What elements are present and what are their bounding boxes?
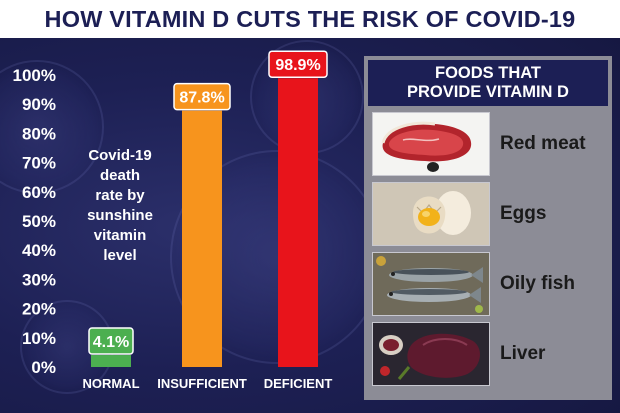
x-tick-label: DEFICIENT <box>264 376 333 391</box>
y-tick-label: 90% <box>22 95 56 114</box>
foods-panel-title-line1: FOODS THAT <box>434 64 542 82</box>
bar-insufficient <box>182 110 222 368</box>
food-label: Liver <box>500 343 546 364</box>
food-item-red-meat: Red meat <box>368 110 608 178</box>
red-meat-photo <box>372 112 490 176</box>
chart-annotation: Covid-19 death rate by sunshine vitamin level <box>87 147 153 264</box>
bars: 4.1% 87.8% 98.9% <box>88 50 328 368</box>
food-label: Oily fish <box>500 273 575 294</box>
annotation-line: Covid-19 <box>88 147 151 164</box>
death-rate-bar-chart: 0% 10% 20% 30% 40% 50% 60% 70% 80% 90% 100% 4.1% 87… <box>13 50 332 391</box>
data-label-badge <box>268 50 328 78</box>
annotation-line: vitamin <box>94 227 147 244</box>
annotation-line: level <box>103 247 136 264</box>
eggs-photo <box>372 182 490 246</box>
y-axis-ticks: 0% 10% 20% 30% 40% 50% 60% 70% 80% 90% 100% <box>13 66 56 377</box>
annotation-line: death <box>100 167 140 184</box>
data-label: 4.1% <box>93 334 129 351</box>
y-tick-label: 30% <box>22 270 56 289</box>
foods-panel: FOODS THAT PROVIDE VITAMIN D Red meat <box>364 56 612 400</box>
liver-photo <box>372 322 490 386</box>
y-tick-label: 80% <box>22 124 56 143</box>
x-tick-label: NORMAL <box>82 376 139 391</box>
data-label-badge <box>88 327 134 355</box>
y-tick-label: 60% <box>22 183 56 202</box>
oily-fish-photo <box>372 252 490 316</box>
foods-panel-title-line2: PROVIDE VITAMIN D <box>407 83 569 101</box>
y-tick-label: 20% <box>22 300 56 319</box>
y-tick-label: 50% <box>22 212 56 231</box>
bar-normal <box>91 355 131 367</box>
data-label: 87.8% <box>179 90 224 107</box>
food-label: Eggs <box>500 203 547 224</box>
page-title: HOW VITAMIN D CUTS THE RISK OF COVID-19 <box>0 0 620 38</box>
data-label: 98.9% <box>275 57 320 74</box>
y-tick-label: 40% <box>22 241 56 260</box>
virus-decoration <box>0 60 104 194</box>
food-label: Red meat <box>500 133 586 154</box>
food-item-oily-fish: Oily fish <box>368 250 608 318</box>
y-tick-label: 0% <box>31 358 56 377</box>
annotation-line: rate by <box>95 187 145 204</box>
data-label-badge <box>173 82 231 111</box>
y-tick-label: 70% <box>22 154 56 173</box>
food-item-liver: Liver <box>368 320 608 388</box>
y-tick-label: 10% <box>22 329 56 348</box>
food-item-eggs: Eggs <box>368 180 608 248</box>
x-axis-labels: NORMAL INSUFFICIENT DEFICIENT <box>82 376 332 391</box>
x-tick-label: INSUFFICIENT <box>157 376 247 391</box>
foods-panel-header: FOODS THAT PROVIDE VITAMIN D <box>368 60 608 106</box>
annotation-line: sunshine <box>87 207 153 224</box>
y-tick-label: 100% <box>13 66 56 85</box>
page-title-text: HOW VITAMIN D CUTS THE RISK OF COVID-19 <box>44 5 576 32</box>
bar-deficient <box>278 78 318 367</box>
